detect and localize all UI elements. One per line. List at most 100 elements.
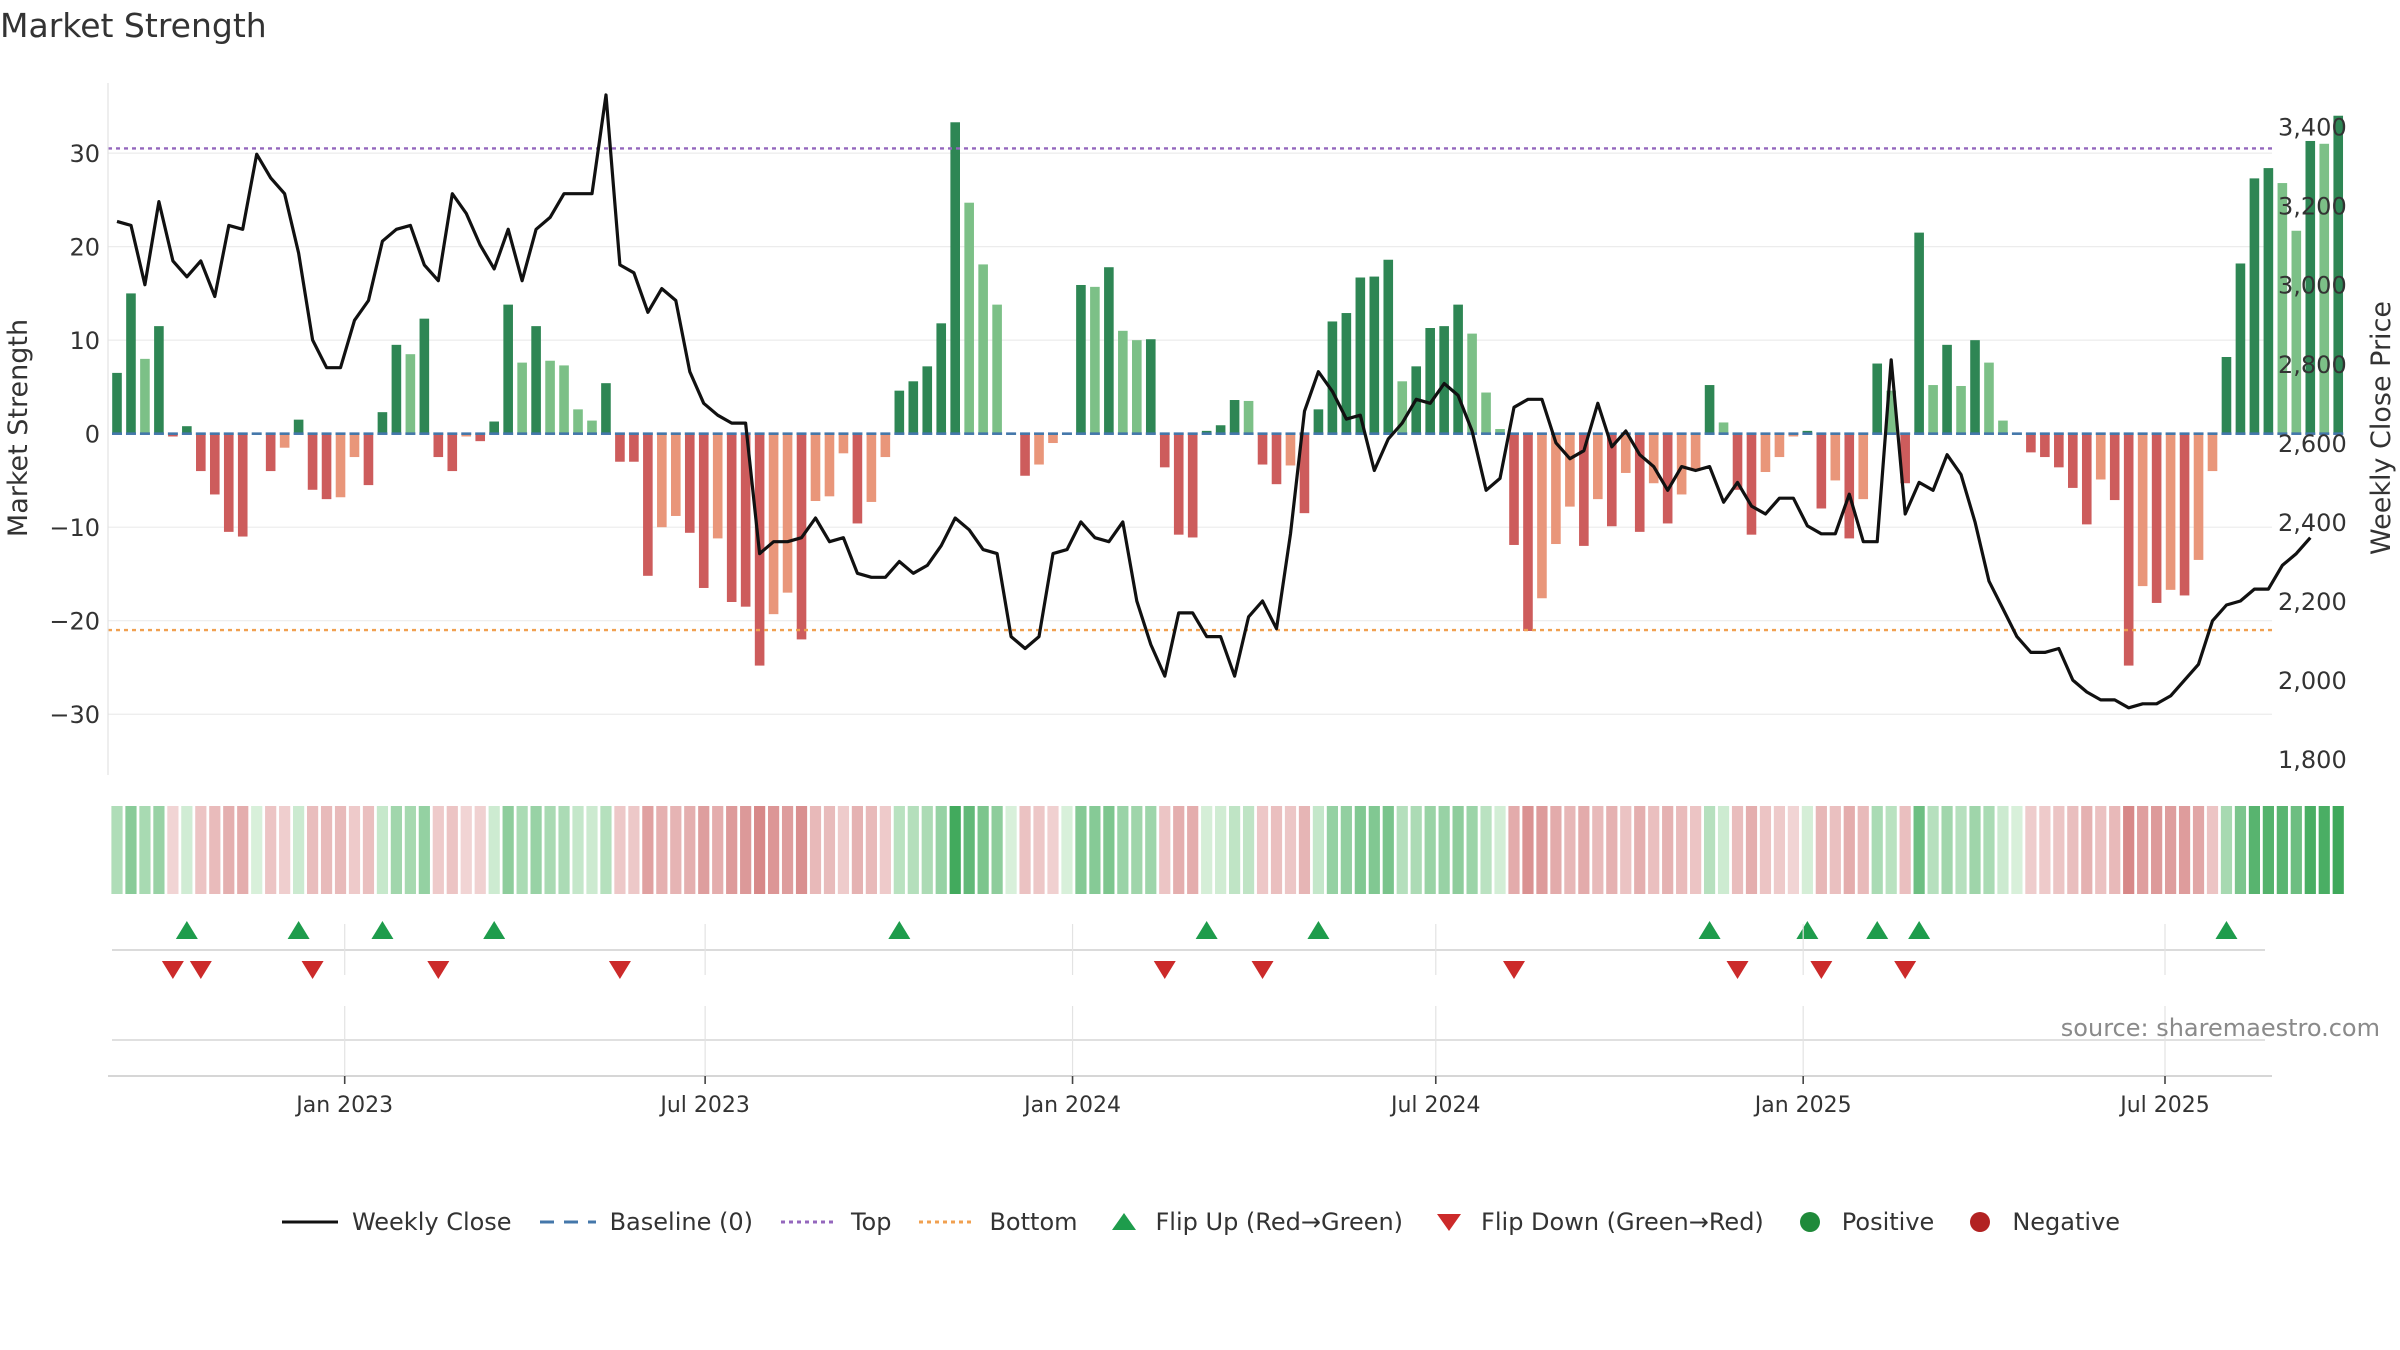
strength-bar <box>1998 420 2008 434</box>
flip-down-marker <box>608 961 631 979</box>
strength-bars <box>112 115 2344 666</box>
strength-bar <box>1956 385 1966 434</box>
heat-cell <box>1103 806 1115 894</box>
heat-cell <box>1578 806 1590 894</box>
heat-cell <box>1913 806 1925 894</box>
heat-cell <box>2123 806 2135 894</box>
strength-bar <box>1453 304 1463 434</box>
heat-cell <box>1662 806 1674 894</box>
strength-bar <box>838 433 849 454</box>
strength-bar <box>1215 425 1226 434</box>
strength-bar <box>1648 433 1659 484</box>
heat-cell <box>1396 806 1408 894</box>
heat-cell <box>2011 806 2023 894</box>
legend-label: Top <box>850 1208 892 1236</box>
x-tick-label: Jul 2023 <box>658 1093 750 1118</box>
heat-cell <box>460 806 472 894</box>
strength-bar <box>2221 356 2232 434</box>
strength-bar <box>1523 433 1533 631</box>
legend-bottom[interactable]: Bottom <box>917 1208 1078 1236</box>
strength-bar <box>1606 433 1617 527</box>
legend-top[interactable]: Top <box>779 1208 892 1236</box>
heat-cell <box>1871 806 1883 894</box>
legend-flip-up[interactable]: Flip Up (Red→Green) <box>1104 1208 1403 1236</box>
legend-baseline[interactable]: Baseline (0) <box>538 1208 753 1236</box>
strength-bar <box>182 426 192 434</box>
strength-bar <box>2109 433 2120 501</box>
legend-dash-swatch <box>539 1220 596 1224</box>
strength-bar <box>1132 340 1142 434</box>
strength-bar <box>2123 433 2134 666</box>
strength-bar <box>601 383 611 434</box>
strength-bar <box>1229 400 1240 434</box>
legend-line-swatch <box>281 1220 338 1224</box>
strength-bar <box>2319 143 2330 434</box>
heat-cell <box>530 806 542 894</box>
weekly-close-line <box>116 93 2312 710</box>
heat-cell <box>1452 806 1464 894</box>
strength-bar <box>1551 433 1561 545</box>
heat-cell <box>432 806 444 894</box>
heat-cell <box>1592 806 1604 894</box>
strength-bar <box>866 433 877 502</box>
heat-cell <box>754 806 766 894</box>
strength-bar <box>1173 433 1184 535</box>
strength-bar <box>643 433 653 576</box>
legend-weekly-close[interactable]: Weekly Close <box>280 1208 512 1236</box>
heat-cell <box>949 806 961 894</box>
heat-cell <box>572 806 584 894</box>
flip-down-marker <box>427 961 450 979</box>
strength-bar <box>1802 430 1813 434</box>
flip-down-marker <box>1894 961 1917 979</box>
strength-bar <box>698 433 709 588</box>
heat-cell <box>1522 806 1534 894</box>
heat-cell <box>293 806 305 894</box>
y-axis-label: Market Strength <box>3 319 34 537</box>
heat-cell <box>1480 806 1492 894</box>
source-note: source: sharemaestro.com <box>2060 1014 2380 1042</box>
strength-bar <box>377 412 388 434</box>
strength-bar <box>363 433 374 486</box>
strength-bar <box>475 433 486 442</box>
heat-cell <box>670 806 682 894</box>
heat-cell <box>1745 806 1758 894</box>
y2-tick-label: 2,800 <box>2278 351 2347 379</box>
strength-bar <box>2040 433 2050 458</box>
heat-cell <box>2067 806 2079 894</box>
strength-bar <box>1746 433 1757 535</box>
flip-up-marker <box>483 921 506 939</box>
y2-tick-label: 2,600 <box>2278 430 2347 458</box>
strength-bar <box>1760 433 1771 473</box>
heat-cell <box>642 806 654 894</box>
flip-up-marker <box>175 921 198 939</box>
legend-negative[interactable]: Negative <box>1960 1208 2120 1236</box>
strength-bar <box>936 323 947 434</box>
heat-cell <box>1899 806 1911 894</box>
strength-bar <box>559 365 569 434</box>
strength-bar <box>2263 168 2274 434</box>
circle-icon <box>1970 1212 1991 1232</box>
strength-bar <box>2081 433 2092 525</box>
heat-cell <box>1676 806 1688 894</box>
strength-bar <box>1509 433 1519 545</box>
strength-bar <box>2305 140 2316 434</box>
y-tick-label: 0 <box>85 421 100 449</box>
heat-cell <box>1061 806 1073 894</box>
strength-heat-strip <box>111 806 2344 894</box>
strength-bar <box>1830 433 1841 481</box>
heat-cell <box>740 806 752 894</box>
heat-cell <box>195 806 207 894</box>
strength-bar <box>461 433 472 437</box>
strength-bar <box>2068 433 2078 488</box>
strength-bar <box>154 326 164 434</box>
heat-cell <box>237 806 249 894</box>
heat-cell <box>2178 806 2191 894</box>
heat-cell <box>502 806 514 894</box>
strength-bar <box>1886 390 1896 434</box>
y2-tick-label: 1,800 <box>2278 746 2347 774</box>
strength-bar <box>587 420 597 434</box>
legend-flip-down[interactable]: Flip Down (Green→Red) <box>1429 1208 1764 1236</box>
strength-bar <box>1285 433 1296 466</box>
heat-cell <box>1927 806 1939 894</box>
legend-positive[interactable]: Positive <box>1790 1208 1934 1236</box>
